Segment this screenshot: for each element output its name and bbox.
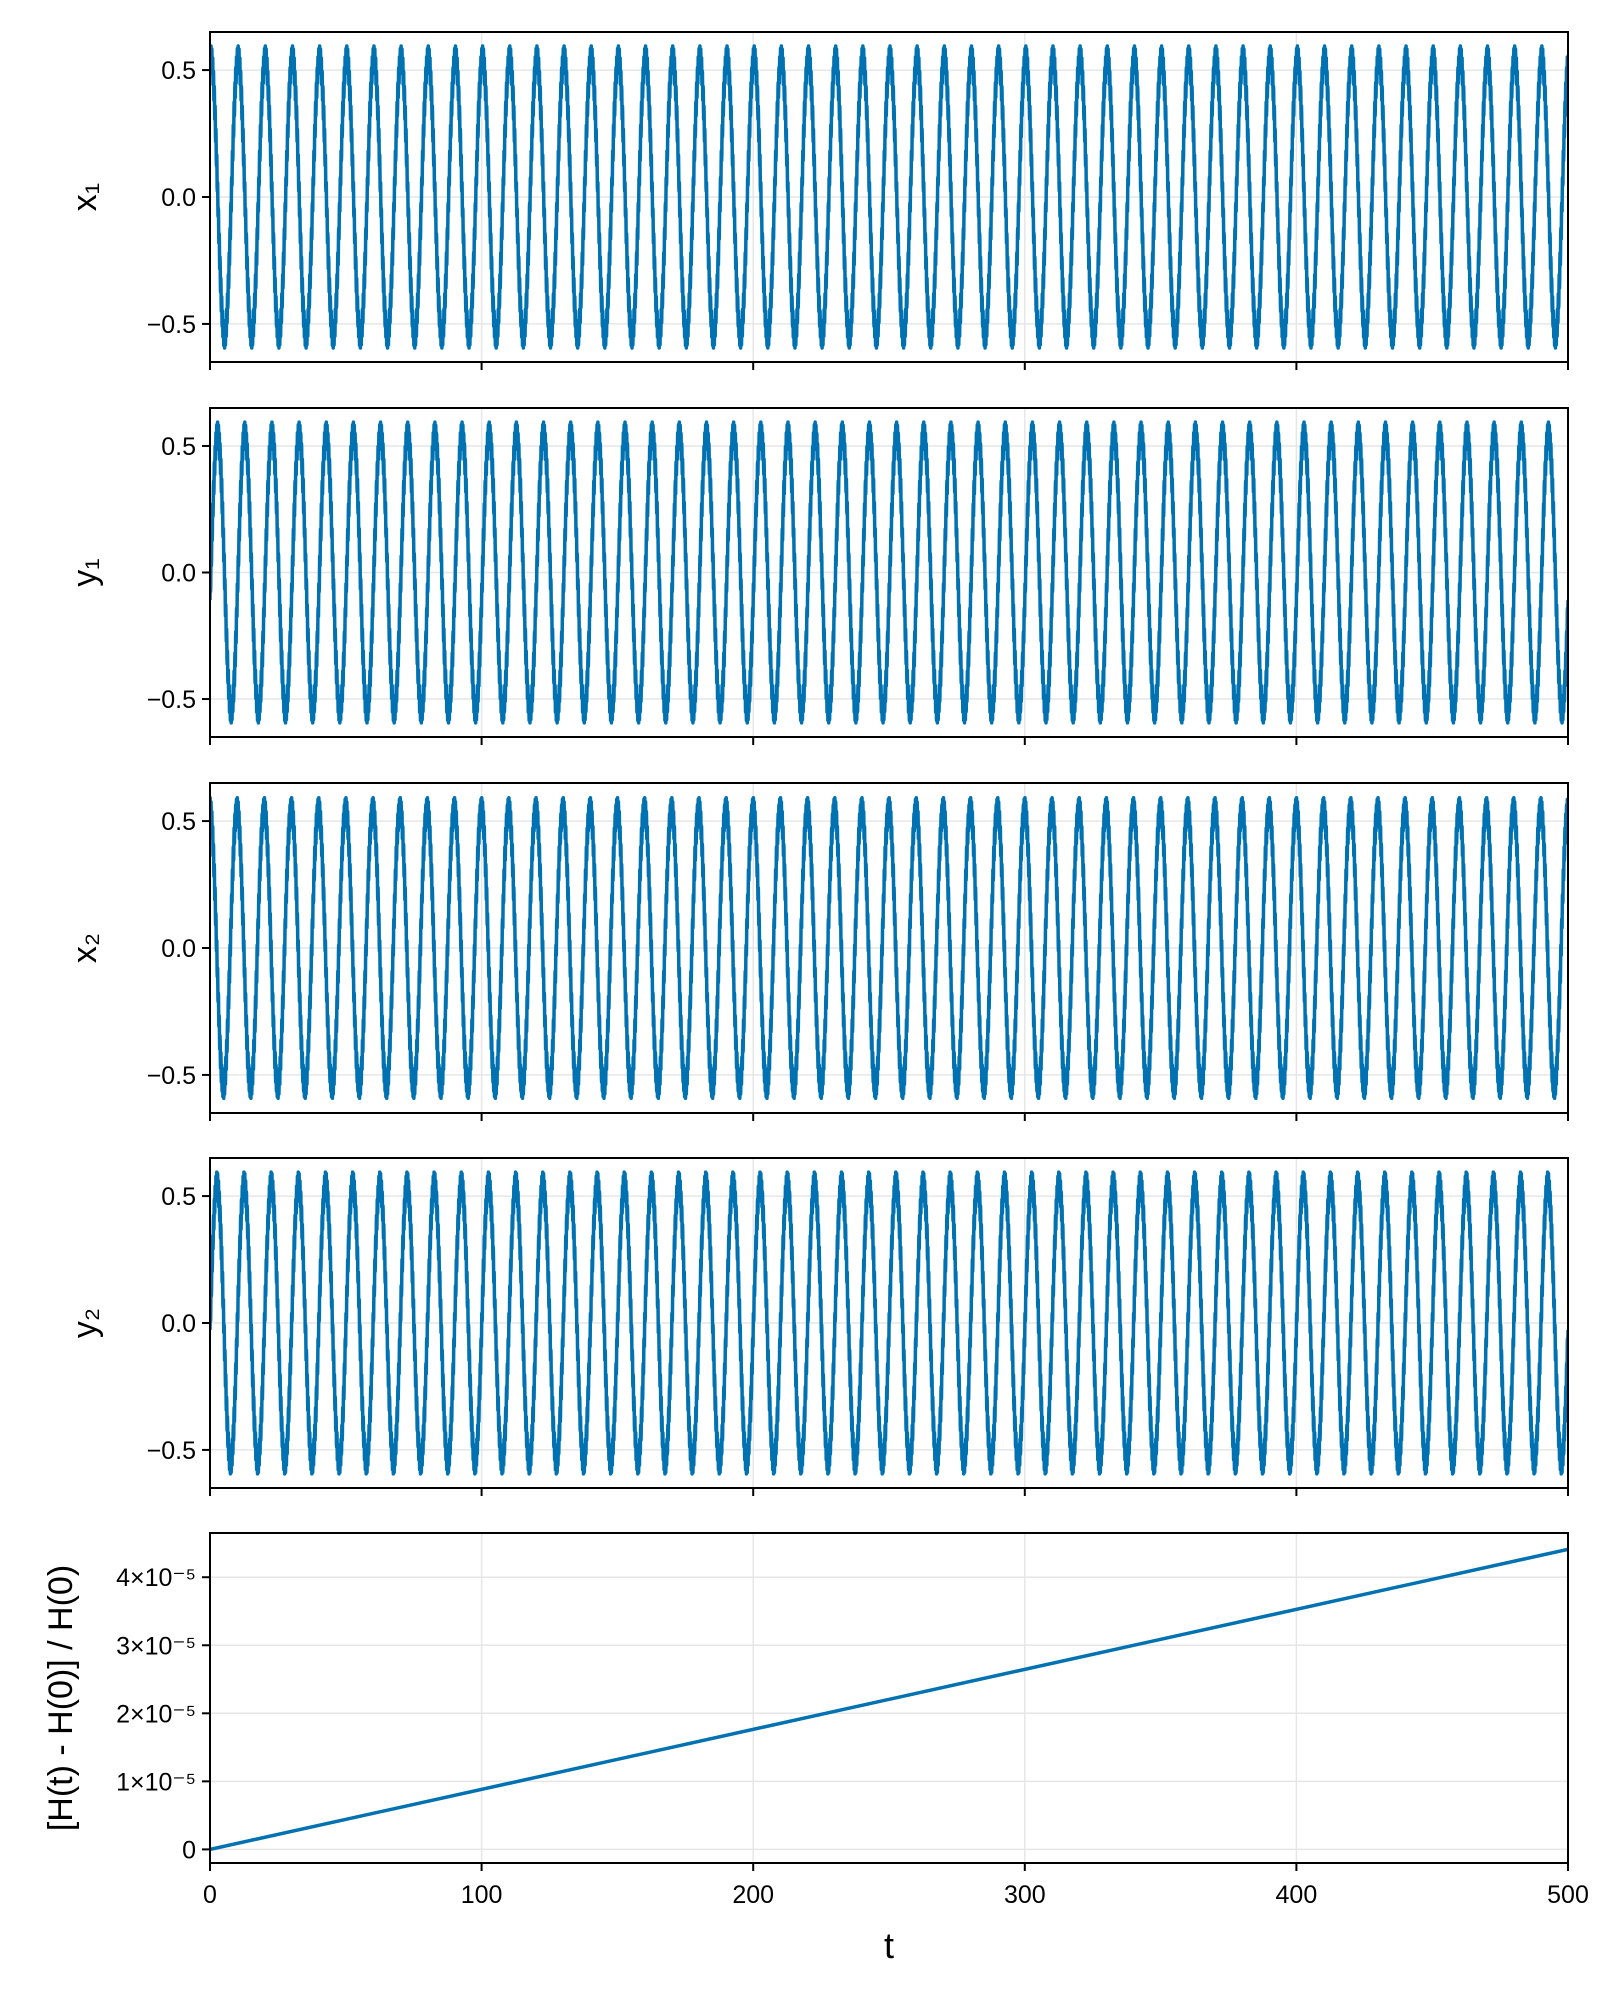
y-axis-label: x₁ — [66, 183, 104, 211]
x-tick-label: 200 — [732, 1881, 774, 1909]
series-line-4 — [210, 1170, 1568, 1476]
y-axis-label: [H(t) - H(0)] / H(0) — [42, 1565, 80, 1831]
y-tick-label: 1×10⁻⁵ — [116, 1768, 196, 1796]
series-line-5 — [210, 1547, 1568, 1852]
subplot-2: −0.5 0.0 0.5 y₁ — [66, 407, 1569, 745]
y-tick-label: −0.5 — [147, 311, 196, 339]
y-tick-label: −0.5 — [147, 686, 196, 714]
y-tick-label: −0.5 — [147, 1437, 196, 1465]
series-line-1 — [210, 44, 1568, 350]
x-axis-label: t — [884, 1925, 894, 1966]
series-line-3 — [210, 795, 1568, 1101]
y-axis-label: y₁ — [66, 558, 104, 586]
y-tick-label: 2×10⁻⁵ — [116, 1700, 196, 1728]
y-tick-label: 4×10⁻⁵ — [116, 1564, 196, 1592]
y-tick-label: 0.5 — [161, 57, 196, 85]
y-tick-label: 0.5 — [161, 808, 196, 836]
y-axis-label: y₂ — [66, 1308, 104, 1338]
x-tick-label: 100 — [461, 1881, 503, 1909]
plot-frame — [209, 1532, 1569, 1864]
x-tick-label: 400 — [1276, 1881, 1318, 1909]
x-tick-label: 300 — [1004, 1881, 1046, 1909]
y-tick-label: 0.5 — [161, 433, 196, 461]
subplot-4: −0.5 0.0 0.5 y₂ — [66, 1157, 1569, 1496]
y-tick-label: 0.0 — [161, 1310, 196, 1338]
y-tick-label: 0 — [182, 1836, 196, 1864]
y-tick-label: −0.5 — [147, 1062, 196, 1090]
y-axis-label: x₂ — [66, 933, 104, 963]
y-tick-label: 0.0 — [161, 935, 196, 963]
y-tick-label: 0.0 — [161, 560, 196, 588]
series-line-2 — [210, 420, 1568, 725]
subplot-5: 0 1×10⁻⁵ 2×10⁻⁵ 3×10⁻⁵ 4×10⁻⁵ 0 100 200 300 400 50… — [42, 1532, 1589, 1966]
y-tick-label: 3×10⁻⁵ — [116, 1632, 196, 1660]
y-tick-label: 0.5 — [161, 1183, 196, 1211]
x-tick-label: 0 — [203, 1881, 217, 1909]
x-tick-label: 500 — [1547, 1881, 1589, 1909]
subplot-1: −0.5 0.0 0.5 x₁ — [66, 31, 1569, 370]
y-tick-label: 0.0 — [161, 184, 196, 212]
subplot-3: −0.5 0.0 0.5 x₂ — [66, 782, 1569, 1121]
